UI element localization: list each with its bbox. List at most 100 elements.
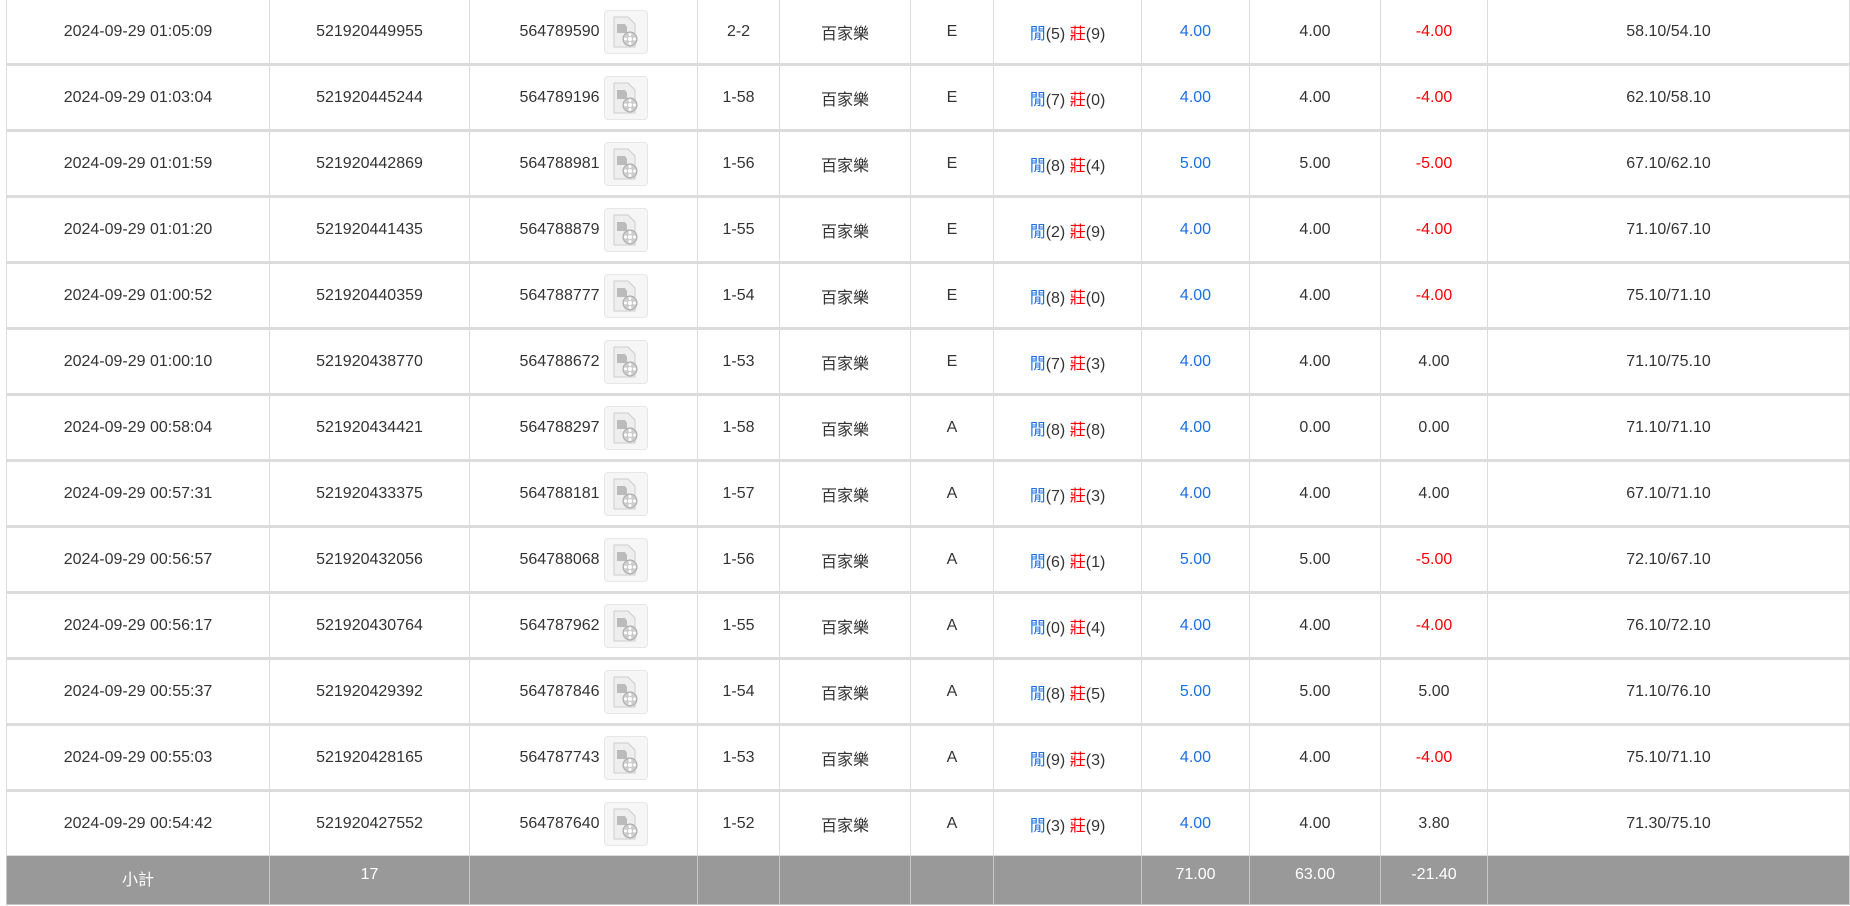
- player-points: (7): [1045, 91, 1066, 109]
- banker-points: (0): [1085, 289, 1106, 307]
- player-label: 閒: [1029, 289, 1046, 307]
- game-name: 百家樂: [779, 459, 911, 527]
- player-label: 閒: [1029, 685, 1046, 703]
- win-loss: -4.00: [1380, 723, 1488, 791]
- valid-bet: 5.00: [1249, 657, 1381, 725]
- player-points: (7): [1045, 355, 1066, 373]
- result: 閒(8) 莊(4): [993, 129, 1142, 197]
- video-replay-icon[interactable]: [603, 669, 648, 714]
- round-id: 564788297: [519, 418, 600, 436]
- game-name: 百家樂: [779, 327, 911, 395]
- bet-time: 2024-09-29 01:00:10: [6, 327, 270, 395]
- result: 閒(8) 莊(5): [993, 657, 1142, 725]
- game-name: 百家樂: [779, 591, 911, 659]
- shoe-round: 1-57: [697, 459, 780, 527]
- bet-amount: 4.00: [1141, 195, 1250, 263]
- banker-points: (9): [1085, 25, 1106, 43]
- banker-label: 莊: [1069, 751, 1086, 769]
- bet-time: 2024-09-29 00:55:37: [6, 657, 270, 725]
- player-label: 閒: [1029, 223, 1046, 241]
- shoe-round: 1-58: [697, 393, 780, 461]
- win-loss: 5.00: [1380, 657, 1488, 725]
- bet-amount: 4.00: [1141, 789, 1250, 856]
- round-cell: 564787846: [469, 657, 698, 725]
- win-loss: 4.00: [1380, 327, 1488, 395]
- player-label: 閒: [1029, 553, 1046, 571]
- banker-points: (3): [1085, 355, 1106, 373]
- shoe-round: 2-2: [697, 0, 780, 65]
- player-points: (2): [1045, 223, 1066, 241]
- bet-time: 2024-09-29 00:56:57: [6, 525, 270, 593]
- table-row: 2024-09-29 01:03:04 521920445244 564789196…: [6, 63, 1850, 131]
- player-label: 閒: [1029, 421, 1046, 439]
- shoe-round: 1-56: [697, 525, 780, 593]
- video-replay-icon[interactable]: [603, 603, 648, 648]
- win-loss: -5.00: [1380, 129, 1488, 197]
- bet-time: 2024-09-29 00:56:17: [6, 591, 270, 659]
- video-replay-icon[interactable]: [603, 141, 648, 186]
- bet-amount: 4.00: [1141, 723, 1250, 791]
- player-points: (8): [1045, 685, 1066, 703]
- valid-bet: 4.00: [1249, 459, 1381, 527]
- result: 閒(9) 莊(3): [993, 723, 1142, 791]
- video-replay-icon[interactable]: [603, 207, 648, 252]
- bet-amount: 4.00: [1141, 591, 1250, 659]
- game-name: 百家樂: [779, 723, 911, 791]
- bet-time: 2024-09-29 00:58:04: [6, 393, 270, 461]
- video-replay-icon[interactable]: [603, 537, 648, 582]
- round-cell: 564787962: [469, 591, 698, 659]
- valid-bet: 0.00: [1249, 393, 1381, 461]
- player-points: (0): [1045, 619, 1066, 637]
- bet-amount: 5.00: [1141, 129, 1250, 197]
- balance: 71.30/75.10: [1487, 789, 1850, 856]
- balance: 71.10/67.10: [1487, 195, 1850, 263]
- banker-points: (3): [1085, 751, 1106, 769]
- round-cell: 564788672: [469, 327, 698, 395]
- valid-bet: 4.00: [1249, 261, 1381, 329]
- banker-points: (4): [1085, 619, 1106, 637]
- banker-label: 莊: [1069, 817, 1086, 835]
- bet-amount: 4.00: [1141, 393, 1250, 461]
- bet-records-table: 2024-09-29 01:05:09 521920449955 564789590…: [6, 0, 1850, 905]
- table-name: E: [910, 195, 994, 263]
- player-label: 閒: [1029, 91, 1046, 109]
- video-replay-icon[interactable]: [603, 405, 648, 450]
- subtotal-bet: 71.00: [1141, 855, 1250, 905]
- player-points: (8): [1045, 157, 1066, 175]
- table-row: 2024-09-29 01:05:09 521920449955 564789590…: [6, 0, 1850, 65]
- bet-amount: 4.00: [1141, 459, 1250, 527]
- balance: 71.10/76.10: [1487, 657, 1850, 725]
- video-replay-icon[interactable]: [603, 9, 648, 54]
- banker-label: 莊: [1069, 91, 1086, 109]
- result: 閒(0) 莊(4): [993, 591, 1142, 659]
- valid-bet: 4.00: [1249, 789, 1381, 856]
- player-label: 閒: [1029, 157, 1046, 175]
- table-name: A: [910, 591, 994, 659]
- table-row: 2024-09-29 01:00:52 521920440359 564788777…: [6, 261, 1850, 329]
- video-replay-icon[interactable]: [603, 339, 648, 384]
- bet-id: 521920430764: [269, 591, 470, 659]
- bet-amount: 4.00: [1141, 327, 1250, 395]
- round-cell: 564789196: [469, 63, 698, 131]
- round-cell: 564787743: [469, 723, 698, 791]
- shoe-round: 1-58: [697, 63, 780, 131]
- round-id: 564787743: [519, 748, 600, 766]
- result: 閒(8) 莊(8): [993, 393, 1142, 461]
- video-replay-icon[interactable]: [603, 471, 648, 516]
- video-replay-icon[interactable]: [603, 273, 648, 318]
- banker-points: (0): [1085, 91, 1106, 109]
- video-replay-icon[interactable]: [603, 75, 648, 120]
- bet-time: 2024-09-29 00:57:31: [6, 459, 270, 527]
- round-cell: 564787640: [469, 789, 698, 856]
- shoe-round: 1-52: [697, 789, 780, 856]
- player-points: (3): [1045, 817, 1066, 835]
- round-id: 564788672: [519, 352, 600, 370]
- video-replay-icon[interactable]: [603, 801, 648, 846]
- balance: 76.10/72.10: [1487, 591, 1850, 659]
- round-cell: 564789590: [469, 0, 698, 65]
- banker-label: 莊: [1069, 553, 1086, 571]
- table-name: A: [910, 393, 994, 461]
- subtotal-valid: 63.00: [1249, 855, 1381, 905]
- video-replay-icon[interactable]: [603, 735, 648, 780]
- banker-label: 莊: [1069, 25, 1086, 43]
